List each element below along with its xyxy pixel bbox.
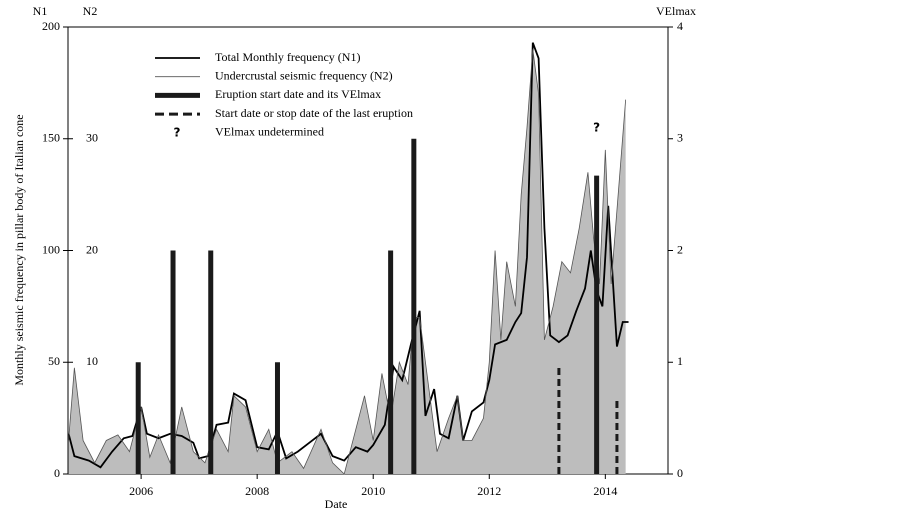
eruption-bar [388, 250, 394, 474]
y2-tick-label: 3 [677, 131, 683, 145]
y2-tick-label: 1 [677, 354, 683, 368]
n2-tick-label: 30 [86, 131, 98, 145]
eruption-bar [411, 138, 417, 474]
eruption-bar [170, 250, 176, 474]
eruption-bar [274, 362, 280, 474]
legend-label: Start date or stop date of the last erup… [215, 106, 413, 120]
eruption-bar [135, 362, 141, 474]
y-tick-label: 100 [42, 242, 60, 256]
n2-tick-label: 20 [86, 242, 98, 256]
y2-axis-name: VElmax [656, 4, 696, 18]
y-tick-label: 50 [48, 354, 60, 368]
y-tick-label: 0 [54, 466, 60, 480]
y2-tick-label: 4 [677, 19, 683, 33]
x-tick-label: 2010 [361, 484, 385, 498]
x-tick-label: 2008 [245, 484, 269, 498]
y-tick-label: 200 [42, 19, 60, 33]
line [67, 42, 629, 469]
legend-label: VElmax undetermined [215, 125, 324, 139]
y-axis-name: N1 [33, 4, 48, 18]
undetermined-marker: ? [593, 121, 600, 135]
y-axis-label: Monthly seismic frequency in pillar body… [12, 114, 26, 385]
eruption-bar [208, 250, 214, 474]
x-tick-label: 2012 [477, 484, 501, 498]
legend-label: Eruption start date and its VElmax [215, 87, 381, 101]
n2-tick-label: 10 [86, 354, 98, 368]
x-tick-label: 2006 [129, 484, 153, 498]
y2-tick-label: 2 [677, 242, 683, 256]
x-axis-label: Date [325, 497, 348, 511]
area [68, 49, 626, 474]
legend-marker: ? [174, 125, 181, 139]
legend-label: Undercrustal seismic frequency (N2) [215, 68, 393, 82]
n2-axis-name: N2 [83, 4, 98, 18]
eruption-bar [594, 175, 600, 474]
x-tick-label: 2014 [593, 484, 617, 498]
y2-tick-label: 0 [677, 466, 683, 480]
y-tick-label: 150 [42, 131, 60, 145]
legend-label: Total Monthly frequency (N1) [215, 50, 360, 64]
